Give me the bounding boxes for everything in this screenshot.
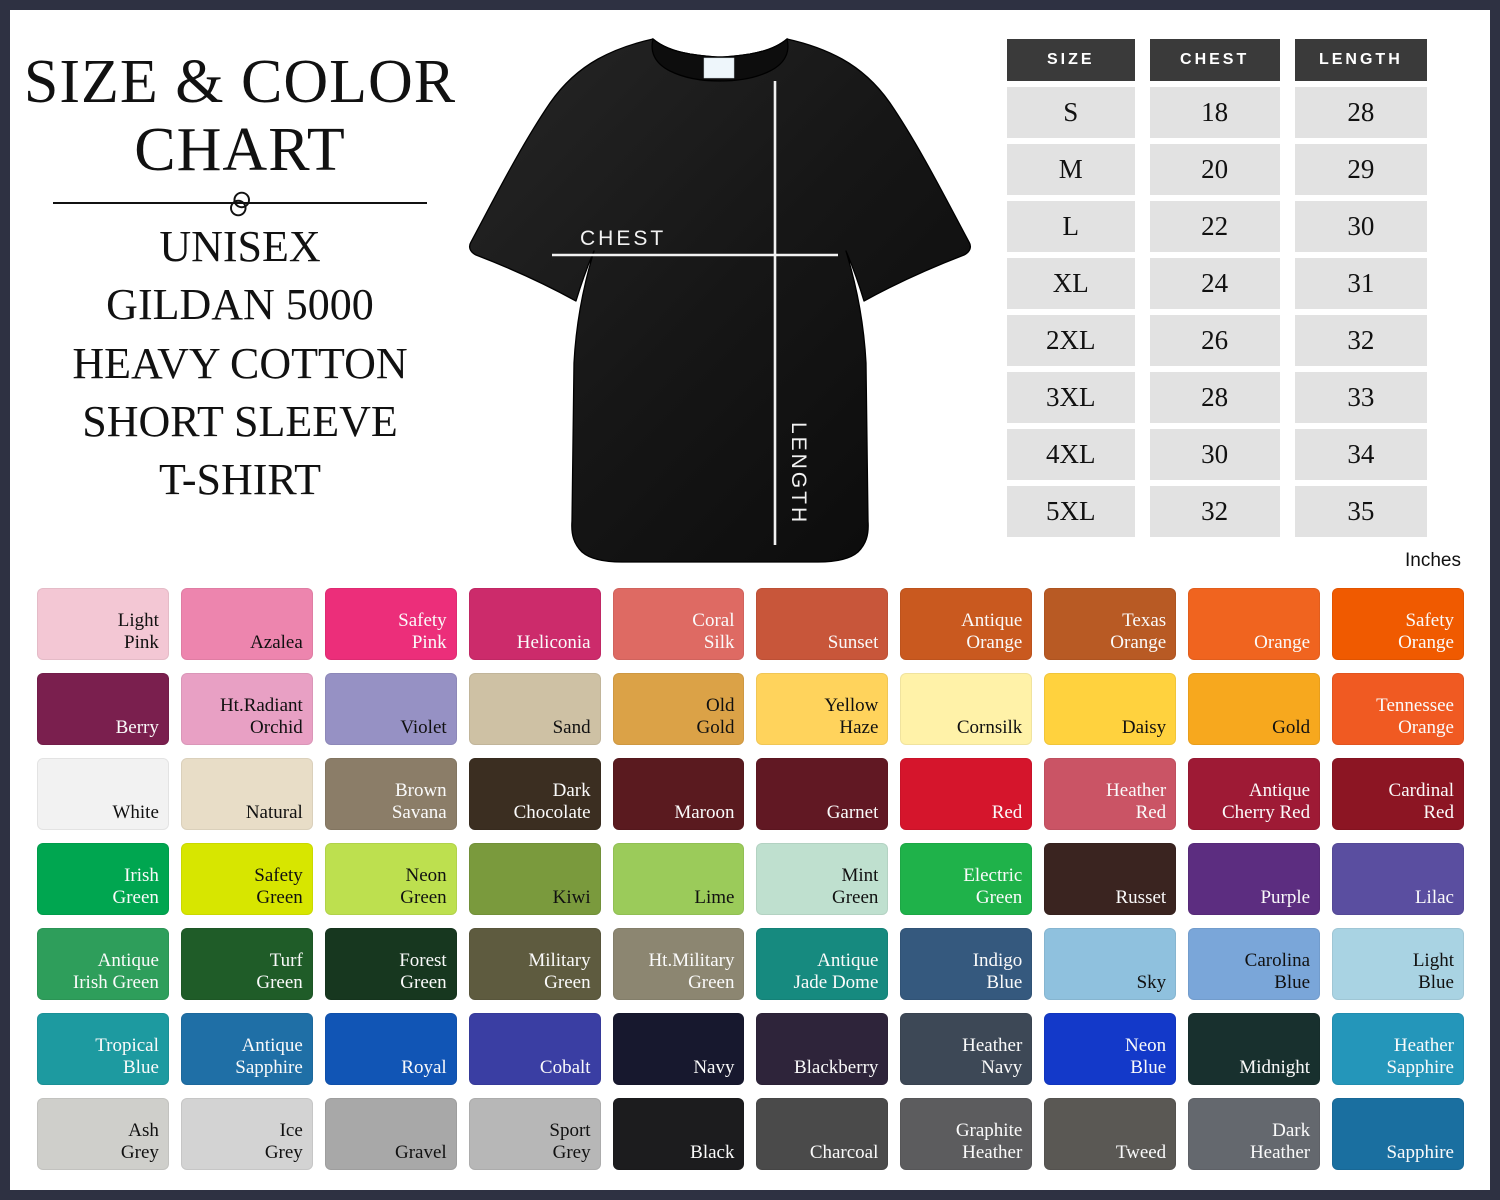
svg-text:CHEST: CHEST <box>580 227 666 250</box>
svg-text:LENGTH: LENGTH <box>787 422 810 525</box>
